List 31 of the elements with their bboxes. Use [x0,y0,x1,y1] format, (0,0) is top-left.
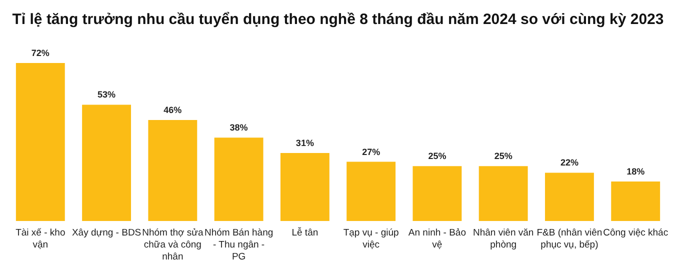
data-label: 53% [98,90,116,100]
bar [214,138,264,221]
x-tick-label: An ninh - Bảo vệ [408,228,466,250]
bar [280,152,330,221]
x-tick-label: Lễ tân [292,226,318,238]
bar [412,166,462,221]
chart-title: Tỉ lệ tăng trưởng nhu cầu tuyển dụng theo nghề 8 tháng đầu năm 2024 so với cùng kỳ 2023 [12,11,664,28]
data-label: 72% [31,48,50,58]
data-label: 22% [560,158,578,168]
x-tick-label: Tài xế - kho vận [16,228,66,250]
data-label: 31% [296,138,314,148]
bar [611,182,660,221]
x-tick-label: Xây dựng - BDS [72,228,142,238]
data-label: 25% [494,151,512,162]
bar [16,63,65,221]
data-label: 38% [230,122,248,133]
x-tick-label: Nhóm thợ sửa chữa và công nhân [142,228,204,262]
x-tick-label: F&B (nhân viên phục vụ, bếp) [536,228,602,250]
bar [346,162,396,221]
bar [82,104,132,221]
bar [478,166,528,221]
bar [148,120,198,221]
data-label: 25% [428,151,446,162]
data-label: 46% [164,105,182,116]
x-tick-label: Nhân viên văn phòng [472,228,534,250]
bar [544,172,594,221]
x-tick-label: Công việc khác [603,228,668,238]
x-tick-label: Nhóm Bán hàng - Thu ngân - PG [204,228,274,262]
x-tick-label: Tạp vụ - giúp việc [343,228,399,250]
data-label: 27% [362,146,380,157]
data-label: 18% [626,166,645,176]
